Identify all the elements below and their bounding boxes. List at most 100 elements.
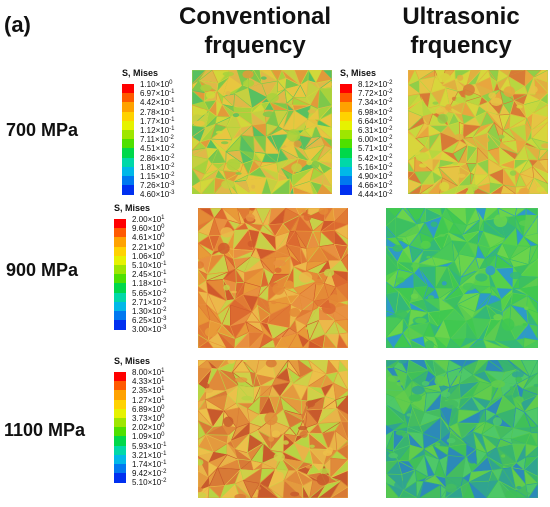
stress-grain — [268, 487, 284, 498]
stress-hotspot — [509, 386, 514, 390]
stress-hotspot — [198, 486, 203, 493]
stress-hotspot — [452, 162, 459, 166]
stress-grain — [386, 482, 400, 498]
stress-hotspot — [503, 86, 515, 97]
legend-700-conventional: S, Mises 1.10×100 6.97×10-1 4.42×10-1 2.78×1… — [122, 68, 196, 200]
legend-value: 8.12×10-2 — [358, 80, 393, 89]
legend-swatch — [114, 292, 126, 303]
legend-value: 7.34×10-2 — [358, 98, 393, 108]
stress-hotspot — [311, 160, 320, 169]
stress-hotspot — [457, 173, 466, 178]
stress-hotspot — [493, 214, 508, 228]
stress-hotspot — [301, 209, 306, 213]
stress-hotspot — [291, 163, 302, 173]
stress-hotspot — [251, 184, 256, 189]
stress-hotspot — [493, 314, 503, 321]
stress-hotspot — [467, 455, 477, 464]
legend-swatch — [340, 84, 352, 94]
stress-hotspot — [203, 383, 210, 389]
legend-swatch — [340, 185, 352, 195]
stress-hotspot — [321, 303, 336, 315]
stress-hotspot — [196, 108, 208, 116]
row-label-900: 900 MPa — [6, 260, 79, 280]
legend-swatch — [340, 102, 352, 112]
stress-map-svg — [386, 360, 538, 498]
stress-hotspot — [462, 84, 475, 96]
legend-value: 3.00×10-3 — [132, 325, 167, 335]
stress-hotspot — [215, 130, 223, 134]
stress-hotspot — [436, 72, 451, 83]
legend-value: 2.35×101 — [132, 386, 165, 396]
stress-grain — [302, 485, 310, 498]
stress-hotspot — [444, 399, 459, 409]
stress-map-svg — [192, 70, 332, 194]
stress-hotspot — [497, 134, 505, 139]
stress-hotspot — [274, 267, 282, 273]
stress-hotspot — [273, 452, 285, 462]
legend-value: 4.60×10-3 — [140, 190, 175, 200]
legend-swatch — [340, 120, 352, 131]
legend-value: 2.21×100 — [132, 242, 165, 252]
stress-hotspot — [298, 426, 308, 431]
stress-hotspot — [272, 283, 285, 295]
stress-hotspot — [488, 92, 496, 99]
stress-grain — [386, 337, 394, 348]
stress-hotspot — [481, 137, 490, 143]
stress-hotspot — [406, 413, 412, 417]
legend-value: 2.02×100 — [132, 423, 165, 433]
stress-map-svg — [198, 208, 348, 348]
stress-hotspot — [222, 71, 234, 77]
legend-swatch — [122, 120, 134, 131]
stress-grain — [398, 489, 418, 498]
legend-value: 1.06×100 — [132, 251, 165, 261]
legend-swatch — [122, 84, 134, 94]
stress-grain — [434, 336, 448, 348]
stress-hotspot — [434, 375, 447, 387]
legend-swatch — [122, 166, 134, 177]
column-title-ultrasonic-line2: frquency — [410, 32, 512, 59]
stress-grain — [233, 181, 252, 194]
stress-hotspot — [204, 388, 214, 393]
stress-grain — [509, 339, 524, 348]
stress-hotspot — [205, 91, 216, 99]
stress-grain — [309, 181, 318, 194]
legend-swatch — [340, 166, 352, 177]
stress-hotspot — [293, 140, 302, 148]
legend-value: 5.42×10-2 — [358, 153, 393, 163]
stress-grain — [257, 482, 279, 498]
legend-value: 1.27×101 — [132, 395, 165, 405]
panel-label: (a) — [4, 12, 31, 37]
legend-1100: S, Mises 8.00×101 4.33×101 2.35×101 1.27×101… — [114, 356, 188, 487]
column-title-conventional: Conventional frquency — [168, 2, 342, 60]
stress-hotspot — [271, 300, 277, 305]
legend-swatch — [114, 418, 126, 428]
stress-hotspot — [446, 437, 456, 444]
legend-swatch — [122, 139, 134, 149]
legend-value: 5.71×10-2 — [358, 144, 393, 154]
legend-scale: 8.00×101 4.33×101 2.35×101 1.27×101 6.89×100… — [114, 368, 188, 487]
stress-hotspot — [221, 179, 235, 189]
legend-swatch — [340, 111, 352, 122]
stress-hotspot — [323, 268, 335, 277]
legend-value: 4.51×10-2 — [140, 144, 175, 154]
stress-hotspot — [455, 96, 467, 104]
stress-hotspot — [454, 372, 463, 377]
legend-swatch — [122, 148, 134, 158]
stress-grain — [498, 480, 517, 498]
legend-title: S, Mises — [122, 68, 159, 78]
stress-hotspot — [437, 113, 448, 124]
legend-value: 7.26×10-3 — [140, 181, 175, 191]
stress-hotspot — [439, 181, 450, 192]
legend-swatch — [340, 130, 352, 140]
legend-swatch — [114, 311, 126, 321]
stress-hotspot — [536, 186, 545, 193]
stress-hotspot — [505, 489, 518, 498]
legend-swatch — [114, 274, 126, 284]
stress-hotspot — [411, 264, 420, 269]
stress-grain — [207, 486, 221, 498]
legend-value: 1.15×10-2 — [140, 172, 175, 181]
stress-grain — [261, 176, 272, 194]
stress-hotspot — [441, 281, 447, 286]
stress-hotspot — [412, 150, 421, 155]
stress-grain — [409, 339, 426, 348]
